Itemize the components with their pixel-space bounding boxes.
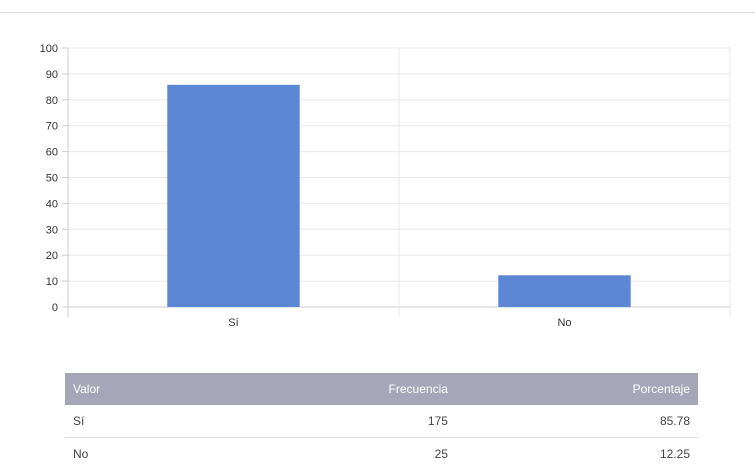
y-tick-label: 10: [46, 276, 58, 288]
header-porcentaje: Porcentaje: [456, 373, 698, 405]
header-frecuencia: Frecuencia: [207, 373, 456, 405]
x-tick-label: No: [557, 317, 571, 329]
cell-porcentaje: 85.78: [456, 405, 698, 438]
cell-valor: No: [65, 438, 207, 470]
cell-frecuencia: 25: [207, 438, 456, 470]
bar: [167, 85, 299, 307]
y-tick-label: 60: [46, 147, 58, 159]
header-valor: Valor: [65, 373, 207, 405]
y-tick-label: 0: [52, 302, 58, 314]
cell-frecuencia: 175: [207, 405, 456, 438]
frequency-table: Valor Frecuencia Porcentaje Sí 175 85.78…: [65, 373, 698, 470]
y-tick-label: 90: [46, 69, 58, 81]
bar: [498, 275, 630, 307]
bar-chart: 0 10 20 30 40 50 60 70 80 90 100 Sí No: [0, 0, 755, 340]
y-tick-label: 50: [46, 173, 58, 185]
cell-valor: Sí: [65, 405, 207, 438]
y-tick-label: 70: [46, 121, 58, 133]
y-tick-label: 100: [40, 43, 58, 55]
y-tick-label: 40: [46, 198, 58, 210]
y-tick-label: 30: [46, 224, 58, 236]
x-tick-label: Sí: [228, 317, 238, 329]
cell-porcentaje: 12.25: [456, 438, 698, 470]
table-row: Sí 175 85.78: [65, 405, 698, 438]
table-header-row: Valor Frecuencia Porcentaje: [65, 373, 698, 405]
y-tick-label: 80: [46, 95, 58, 107]
y-tick-label: 20: [46, 250, 58, 262]
table-row: No 25 12.25: [65, 438, 698, 470]
